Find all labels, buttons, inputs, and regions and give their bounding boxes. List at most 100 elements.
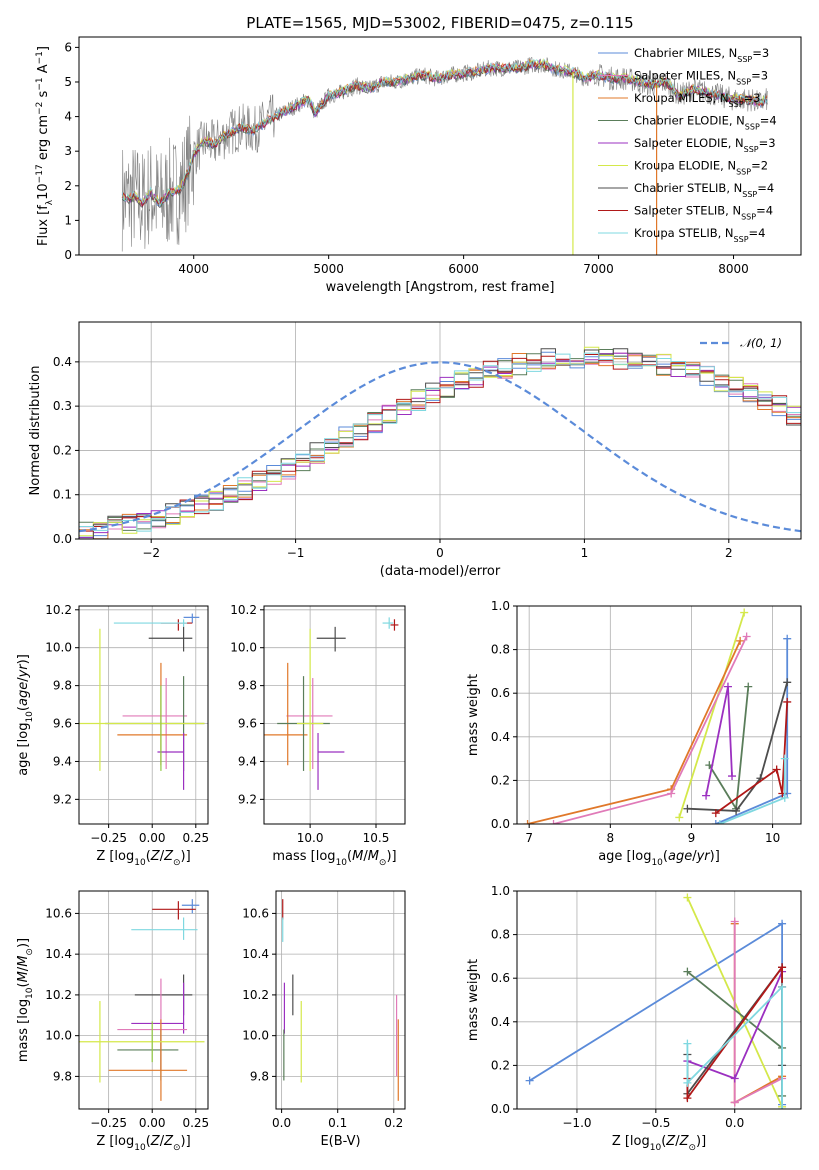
weight-marker — [780, 793, 789, 802]
label-part: −17 — [35, 164, 45, 183]
label-part: erg cm — [36, 115, 51, 164]
label-part: mass [log — [16, 999, 31, 1062]
y-tick-label: 9.6 — [53, 717, 72, 731]
y-tick-label: 10.6 — [242, 906, 269, 920]
label-part: )] — [16, 654, 31, 664]
axes-frame — [78, 36, 802, 256]
y-tick-label: 9.8 — [250, 1069, 269, 1083]
weight-marker — [736, 636, 745, 645]
legend-text: Chabrier ELODIE, N — [634, 114, 745, 128]
panel-spectrum: 4000 5000 6000 7000 8000 0 1 2 3 4 5 6 Chabrier MILE… — [35, 36, 802, 295]
label-part: −1 — [35, 77, 45, 90]
legend-sub: SSP — [741, 212, 756, 221]
weight-line-salpeter_stelib — [686, 964, 783, 1101]
label-part: ( — [16, 982, 31, 987]
label-part: ] — [36, 46, 51, 51]
label-part: ⊙ — [25, 948, 35, 956]
legend-text: Chabrier STELIB, N — [634, 181, 742, 195]
label-part: ⊙ — [173, 1143, 181, 1153]
y-tick-label: 10.0 — [45, 641, 72, 655]
axes-frame — [516, 890, 802, 1110]
weight-marker — [683, 1094, 692, 1103]
x-axis-label: E(B-V) — [320, 1134, 360, 1149]
weight-marker — [730, 917, 739, 926]
y-axis-label: mass [log10(M/M⊙)] — [16, 938, 35, 1062]
y-tick-label: 0.2 — [53, 443, 72, 457]
x-tick-label: −1.0 — [562, 1116, 591, 1130]
weight-marker — [711, 809, 720, 818]
plot-area-mass_vs_ebv — [282, 899, 399, 1101]
weight-marker — [783, 678, 792, 687]
label-part: 10 — [25, 711, 35, 723]
y-tick-label: 10.4 — [242, 947, 269, 961]
label-part: )] — [181, 849, 191, 864]
label-part: 10 — [650, 1143, 662, 1153]
label-part: Z [log — [96, 849, 134, 864]
figure-title: PLATE=1565, MJD=53002, FIBERID=0475, z=0… — [246, 14, 633, 32]
y-tick-label: 2 — [64, 179, 72, 193]
label-part: Z — [163, 849, 174, 864]
weight-marker — [783, 634, 792, 643]
legend-sub: SSP — [742, 190, 757, 199]
model-spectrum-kroupa_stelib — [121, 58, 768, 208]
weight-marker — [525, 1076, 534, 1085]
x-tick-label: 8 — [606, 831, 614, 845]
y-tick-label: 9.4 — [53, 754, 72, 768]
weight-marker — [778, 1105, 787, 1109]
label-part: / — [363, 849, 368, 864]
label-part: )] — [696, 1134, 706, 1149]
x-tick-label: 0.25 — [182, 1116, 209, 1130]
label-part: 10 — [25, 987, 35, 999]
legend-tail: =4 — [760, 114, 777, 128]
y-tick-label: 9.8 — [53, 1069, 72, 1083]
panel-residuals: −2 −1 0 1 2 0.0 0.1 0.2 0.3 0.4 𝒩(0, 1) (data-model… — [28, 321, 802, 579]
y-tick-label: 0.4 — [53, 355, 72, 369]
y-tick-label: 0.0 — [53, 532, 72, 546]
y-tick-label: 3 — [64, 144, 72, 158]
y-tick-label: 0.6 — [491, 686, 510, 700]
label-part: M — [16, 971, 31, 982]
weight-marker — [683, 1078, 692, 1087]
weight-marker — [702, 791, 711, 800]
y-tick-label: 0.2 — [491, 773, 510, 787]
label-part: age [log — [16, 723, 31, 776]
x-axis-label: wavelength [Angstrom, rest frame] — [326, 280, 555, 295]
legend-tail: =2 — [751, 159, 768, 173]
y-axis-label: Normed distribution — [28, 366, 43, 496]
label-part: 10 — [651, 858, 663, 868]
legend-text: Kroupa MILES, N — [634, 91, 729, 105]
weight-marker — [667, 789, 676, 798]
y-tick-label: 9.6 — [238, 717, 257, 731]
legend-entry: Kroupa ELODIE, NSSP=2 — [634, 159, 768, 177]
legend-tail: =3 — [751, 69, 768, 83]
y-tick-label: 0.4 — [491, 730, 510, 744]
y-tick-label: 1 — [64, 213, 72, 227]
label-part: age — [16, 682, 31, 706]
y-tick-label: 1.0 — [491, 599, 510, 613]
x-tick-label: −0.25 — [90, 831, 127, 845]
x-tick-label: 9 — [688, 831, 696, 845]
legend-tail: =4 — [756, 204, 773, 218]
axes-frame — [78, 605, 209, 825]
weight-line-salpeter_stelib — [715, 701, 789, 814]
label-part: −2 — [35, 102, 45, 115]
label-part: ⊙ — [688, 1143, 696, 1153]
x-tick-label: 0.2 — [384, 1116, 403, 1130]
x-tick-label: −0.25 — [90, 1116, 127, 1130]
weight-line-kroupa_elodie — [678, 612, 746, 818]
label-part: λ — [45, 199, 55, 205]
x-tick-label: 6000 — [448, 262, 479, 276]
panel-mass_vs_Z: −0.25 0.00 0.259.810.010.210.410.6Z [log10… — [16, 890, 209, 1153]
panel-age_vs_Z: −0.25 0.00 0.259.29.49.69.810.010.2Z [log1… — [16, 603, 209, 868]
x-tick-label: 10.0 — [297, 831, 324, 845]
legend-entry: Salpeter ELODIE, NSSP=3 — [634, 136, 776, 154]
plot-area-weight_vs_Z — [525, 893, 787, 1109]
legend-text: Salpeter ELODIE, N — [634, 136, 744, 150]
x-axis-label: age [log10(age/yr)] — [598, 849, 720, 868]
legend-entry: Chabrier STELIB, NSSP=4 — [634, 181, 774, 199]
legend-text: Salpeter STELIB, N — [634, 204, 741, 218]
histogram-kroupa_stelib — [79, 352, 801, 539]
axes-frame — [78, 890, 209, 1110]
y-tick-label: 0.6 — [491, 971, 510, 985]
